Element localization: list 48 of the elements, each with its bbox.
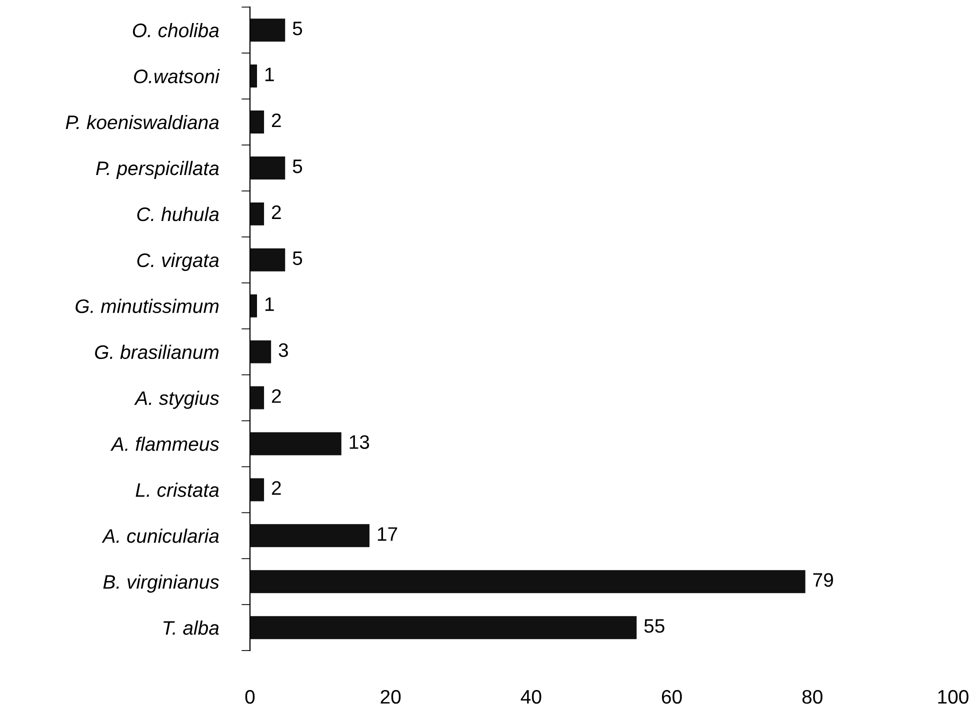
- x-tick-label: 100: [938, 690, 968, 704]
- y-tick-label: B. virginianus: [103, 574, 220, 593]
- bar: [250, 18, 286, 42]
- bar: [250, 248, 286, 272]
- data-label: 2: [272, 113, 281, 128]
- y-tick-label: A. cunicularia: [102, 528, 219, 543]
- data-label: 1: [265, 298, 274, 311]
- data-label: 5: [292, 160, 302, 174]
- y-tick-label: P. perspicillata: [96, 160, 219, 180]
- data-label: 3: [278, 343, 288, 358]
- x-tick-label: 60: [662, 690, 682, 704]
- y-tick-label: O. choliba: [132, 23, 219, 38]
- y-tick-label: A. stygius: [134, 390, 220, 409]
- bar: [250, 294, 258, 318]
- bar: [250, 570, 806, 594]
- bar: [250, 478, 264, 502]
- x-tick-label: 20: [380, 690, 401, 704]
- y-tick-label: C. huhula: [137, 206, 219, 222]
- y-tick-label: A. flammeus: [110, 436, 220, 451]
- x-tick-label: 0: [245, 690, 255, 704]
- y-tick-label: C. virgata: [137, 252, 219, 271]
- data-label: 13: [350, 435, 370, 449]
- bar: [250, 432, 342, 456]
- y-tick-label: O.watsoni: [134, 69, 220, 84]
- y-tick-label: L. cristata: [136, 482, 219, 497]
- y-tick-label: P. koeniswaldiana: [66, 114, 219, 130]
- data-label: 79: [813, 573, 833, 587]
- y-tick-label: G. minutissimum: [76, 298, 219, 314]
- data-label: 2: [272, 389, 281, 403]
- bar: [250, 524, 370, 548]
- y-tick-label: T. alba: [164, 620, 219, 635]
- data-label: 2: [272, 205, 281, 219]
- bar: [250, 340, 272, 364]
- x-tick-label: 80: [802, 690, 822, 704]
- data-label: 5: [292, 252, 302, 266]
- bar: [250, 110, 264, 134]
- data-label: 2: [272, 481, 281, 495]
- bar: [250, 202, 264, 226]
- bar: [250, 64, 258, 88]
- bar: [250, 616, 637, 640]
- bar: [250, 156, 286, 180]
- bar: [250, 386, 264, 410]
- x-tick-label: 40: [520, 690, 542, 704]
- data-label: 17: [378, 527, 398, 541]
- data-label: 5: [292, 22, 302, 36]
- y-tick-label: G. brasilianum: [95, 344, 219, 360]
- data-label: 55: [644, 619, 664, 633]
- data-label: 1: [265, 68, 274, 82]
